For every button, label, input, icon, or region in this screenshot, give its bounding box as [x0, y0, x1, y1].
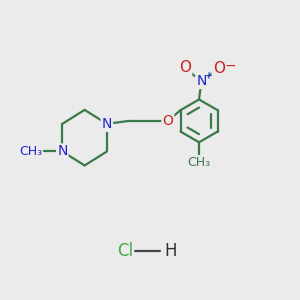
Text: H: H [164, 242, 176, 260]
Text: CH₃: CH₃ [188, 156, 211, 169]
Text: N: N [57, 145, 68, 158]
Text: N: N [196, 74, 207, 88]
Text: O: O [213, 61, 225, 76]
Text: CH₃: CH₃ [19, 145, 42, 158]
Text: O: O [162, 114, 173, 128]
Text: N: N [102, 117, 112, 131]
Text: +: + [204, 71, 212, 81]
Text: Cl: Cl [117, 242, 133, 260]
Text: O: O [179, 60, 191, 75]
Text: −: − [224, 59, 236, 73]
